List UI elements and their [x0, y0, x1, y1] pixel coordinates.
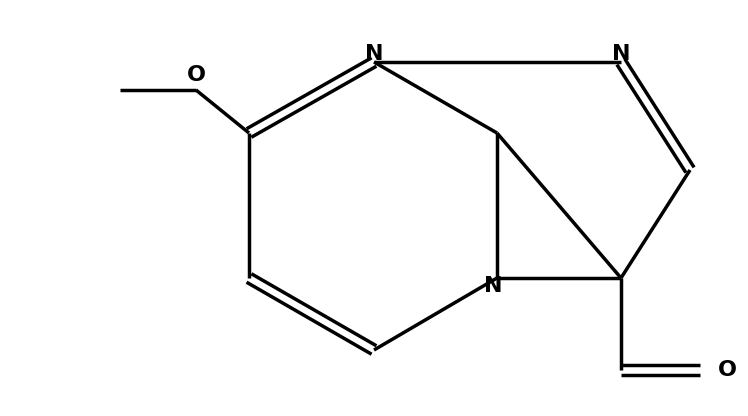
Text: O: O [718, 360, 737, 380]
Text: N: N [365, 44, 383, 64]
Text: N: N [484, 276, 502, 296]
Text: N: N [612, 44, 631, 64]
Text: O: O [186, 65, 206, 85]
